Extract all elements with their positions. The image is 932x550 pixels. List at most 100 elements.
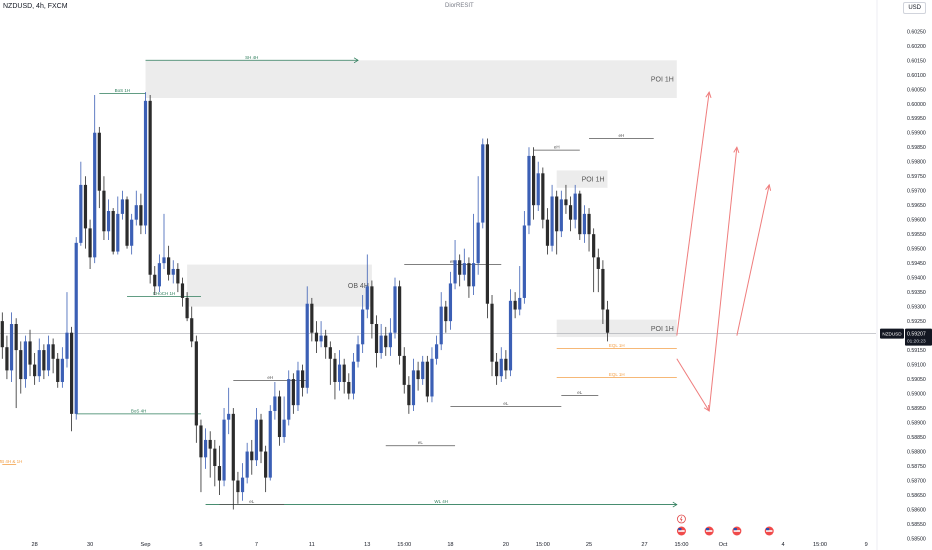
candle-body xyxy=(157,263,161,287)
level-label: EQL 1H xyxy=(609,372,625,377)
level-arrow xyxy=(672,501,678,508)
price-tick-label: 0.60050 xyxy=(907,87,926,93)
currency-button[interactable]: USD xyxy=(903,2,926,14)
candle-body xyxy=(545,219,550,246)
time-tick-label: 13 xyxy=(364,542,370,548)
candle-body xyxy=(605,309,610,333)
candle-body xyxy=(28,341,32,365)
projection-arrowhead xyxy=(705,91,712,99)
candle-body xyxy=(324,335,328,348)
candle-body xyxy=(46,344,51,371)
candle-body xyxy=(458,260,462,275)
price-tick-label: 0.59700 xyxy=(907,189,926,195)
candle-body xyxy=(240,477,245,493)
candle-body xyxy=(213,448,217,467)
level-label: eH xyxy=(267,375,273,380)
candle-body xyxy=(162,257,166,264)
levels-layer: SH 4H BoS 1H CHoCH 1H BoS 4H WL 4H eH eH eH eL eL… xyxy=(0,55,876,508)
price-tick-label: 0.59650 xyxy=(907,203,926,209)
level-label: CHoCH 1H xyxy=(153,291,176,296)
price-tick-label: 0.60150 xyxy=(907,58,926,64)
candle-body xyxy=(125,199,129,246)
price-tick-label: 0.58750 xyxy=(907,464,926,470)
candle-body xyxy=(319,335,323,342)
candle-body xyxy=(568,205,573,220)
price-tick-label: 0.58500 xyxy=(907,536,926,542)
candle-body xyxy=(328,347,332,359)
candle-body xyxy=(416,370,420,380)
candle-body xyxy=(203,439,208,458)
level-label: IMB 4H & 1H xyxy=(0,459,22,464)
candle-body xyxy=(351,361,356,394)
candle-body xyxy=(130,219,134,246)
events-layer xyxy=(676,514,774,536)
price-axis: 0.60250 0.60200 0.60150 0.60100 0.60050 0.600… xyxy=(876,0,932,550)
candle-body xyxy=(217,466,222,481)
candle-body xyxy=(14,324,18,351)
candle-body xyxy=(88,228,92,258)
time-tick-label: 9 xyxy=(865,542,868,548)
projection-arrowhead xyxy=(703,404,710,412)
time-tick-label: 7 xyxy=(255,542,258,548)
zone-box xyxy=(556,170,608,188)
candle-body xyxy=(208,439,212,449)
candle-body xyxy=(495,361,499,377)
flag-canton xyxy=(766,528,770,531)
candle-body xyxy=(361,309,365,345)
projection-arrow xyxy=(736,184,770,336)
zone-box xyxy=(556,319,677,338)
time-tick-label: 20 xyxy=(503,542,509,548)
price-tick-label: 0.59500 xyxy=(907,247,926,253)
flag-canton xyxy=(705,528,710,531)
price-tag-bg xyxy=(905,328,932,346)
flag-stripe xyxy=(733,530,741,532)
candle-body xyxy=(167,257,171,275)
candle-body xyxy=(337,364,342,382)
price-tick-label: 0.59250 xyxy=(907,319,926,325)
candle-body xyxy=(485,144,489,304)
projection-arrow xyxy=(676,92,710,336)
candle-body xyxy=(379,335,383,353)
price-tick-label: 0.58550 xyxy=(907,522,926,528)
candle-body xyxy=(296,370,300,406)
price-tick-label: 0.58900 xyxy=(907,421,926,427)
candle-body xyxy=(365,286,369,310)
candle-body xyxy=(370,286,374,325)
candle-body xyxy=(277,396,282,438)
candle-body xyxy=(250,451,254,461)
candle-body xyxy=(120,199,125,214)
candle-body xyxy=(559,199,563,232)
candle-body xyxy=(425,361,429,397)
candle-body xyxy=(222,419,226,481)
symbol-title[interactable]: NZDUSD, 4h, FXCM xyxy=(3,3,68,10)
time-tick-label: 15:00 xyxy=(536,542,550,548)
candle-body xyxy=(185,297,189,319)
candle-body xyxy=(134,205,138,220)
price-tick-label: 0.59100 xyxy=(907,363,926,369)
flag-canton xyxy=(733,528,737,531)
price-tick-label: 0.59450 xyxy=(907,261,926,267)
candle-body xyxy=(42,350,46,371)
price-tick-label: 0.59900 xyxy=(907,131,926,137)
level-label: SH 4H xyxy=(245,55,258,60)
price-tick-label: 0.59050 xyxy=(907,377,926,383)
candle-body xyxy=(592,234,596,258)
candle-body xyxy=(33,364,37,377)
time-tick-label: 18 xyxy=(447,542,453,548)
candle-body xyxy=(499,358,503,377)
price-tick-label: 0.59850 xyxy=(907,145,926,151)
flag-stripe xyxy=(705,530,713,532)
level-arrow xyxy=(353,57,359,64)
price-tick-label: 0.59000 xyxy=(907,392,926,398)
author-watermark: DiorRESIT xyxy=(445,3,474,9)
candle-body xyxy=(148,100,152,275)
level-label: BoS 1H xyxy=(115,88,131,93)
candle-body xyxy=(393,286,397,333)
candle-body xyxy=(314,332,319,342)
time-tick-label: 11 xyxy=(309,542,315,548)
price-tick-label: 0.59750 xyxy=(907,174,926,180)
flag-stripe xyxy=(678,530,685,532)
candle-body xyxy=(301,370,305,388)
candle-body xyxy=(407,384,411,406)
